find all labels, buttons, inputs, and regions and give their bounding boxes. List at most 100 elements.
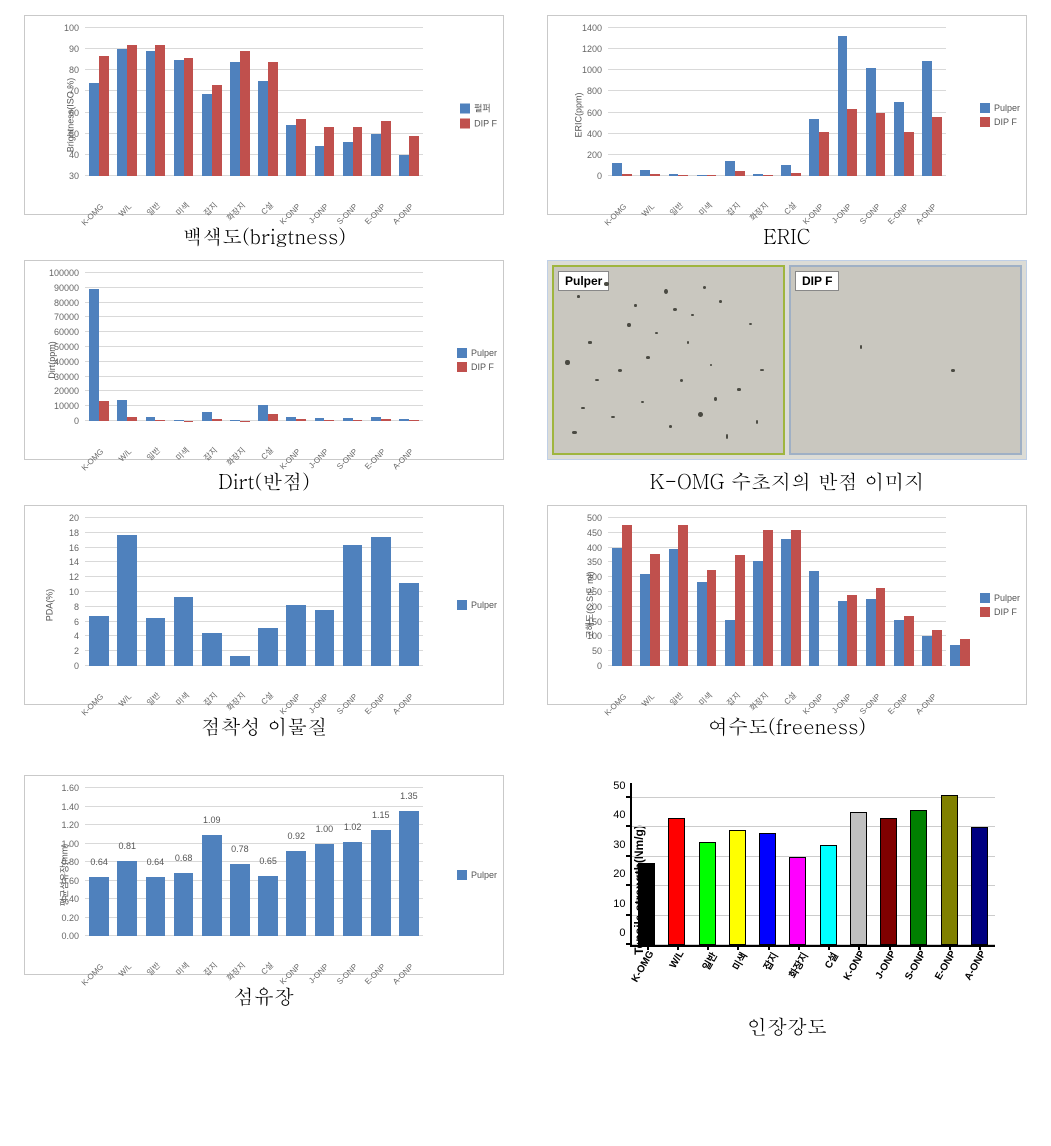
legend-item: DIP F <box>460 119 497 129</box>
bar <box>850 812 867 945</box>
x-tick: W/L <box>117 202 133 218</box>
x-tick: S-ONP <box>335 962 359 986</box>
bar <box>286 125 296 176</box>
x-tick: 화장지 <box>224 960 247 983</box>
x-tick: 화장지 <box>224 690 247 713</box>
bar <box>399 155 409 176</box>
bar <box>847 595 857 666</box>
x-tick: J-ONP <box>307 447 330 470</box>
bar <box>894 102 904 176</box>
x-tick: 일반 <box>145 445 163 463</box>
bar <box>117 400 127 421</box>
bar <box>904 132 914 176</box>
x-tick: A-ONP <box>963 949 989 982</box>
bar <box>146 877 166 936</box>
x-tick: K-ONP <box>801 202 825 226</box>
eric-cell: ERIC(ppm)0200400600800100012001400K-OMGW… <box>538 15 1036 250</box>
bar <box>640 574 650 666</box>
x-tick: S-ONP <box>335 447 359 471</box>
bar <box>202 412 212 421</box>
bar <box>89 289 99 421</box>
bar <box>146 417 156 421</box>
bar <box>343 418 353 421</box>
bar <box>725 620 735 666</box>
brightness-caption: 백색도(brigtness) <box>182 221 346 250</box>
legend-item: DIP F <box>980 117 1020 127</box>
x-tick: 잡지 <box>201 690 219 708</box>
bar <box>950 645 960 666</box>
legend-item: Pulper <box>457 870 497 880</box>
eric-caption: ERIC <box>763 221 811 250</box>
bar <box>258 81 268 176</box>
bar <box>759 833 776 945</box>
bar <box>904 616 914 666</box>
legend-item: Pulper <box>980 593 1020 603</box>
bar <box>932 630 942 666</box>
x-tick: W/L <box>117 447 133 463</box>
legend: Pulper <box>457 866 497 884</box>
pda-chart: PDA(%)02468101214161820K-OMGW/L일반미색잡지화장지… <box>24 505 504 705</box>
bar <box>240 51 250 176</box>
x-tick: J-ONP <box>830 202 853 225</box>
bar <box>838 36 848 176</box>
bar <box>99 401 109 421</box>
bar <box>343 545 363 666</box>
bar <box>409 420 419 421</box>
x-tick: 미색 <box>696 690 714 708</box>
bar <box>371 537 391 667</box>
komg-photo-box: Pulper DIP F <box>547 260 1027 460</box>
bar <box>127 45 137 176</box>
bar <box>324 420 334 421</box>
bar <box>876 588 886 666</box>
bar <box>174 420 184 421</box>
x-tick: C설 <box>820 949 841 971</box>
bar <box>315 146 325 176</box>
x-tick: S-ONP <box>903 949 928 982</box>
dipf-photo-label: DIP F <box>795 271 839 291</box>
x-tick: 잡지 <box>201 200 219 218</box>
bar <box>809 571 819 666</box>
x-tick: 미색 <box>173 200 191 218</box>
bar <box>371 417 381 421</box>
legend: PulperDIP F <box>980 589 1020 621</box>
legend-item: Pulper <box>980 103 1020 113</box>
freeness-caption: 여수도(freeness) <box>708 711 866 740</box>
x-tick: E-ONP <box>886 202 910 226</box>
x-tick: 미색 <box>173 445 191 463</box>
bar <box>230 420 240 421</box>
x-tick: E-ONP <box>363 692 387 716</box>
bar <box>791 530 801 666</box>
bar <box>146 51 156 176</box>
bar <box>99 56 109 177</box>
freeness-cell: 고해도(C.S.F, ml)05010015020025030035040045… <box>538 505 1036 740</box>
x-tick: 일반 <box>668 200 686 218</box>
x-tick: A-ONP <box>914 202 938 226</box>
bar <box>622 174 632 176</box>
bar <box>707 570 717 666</box>
x-tick: 일반 <box>145 960 163 978</box>
bar <box>789 857 806 945</box>
x-tick: K-OMG <box>80 202 106 228</box>
legend: PulperDIP F <box>457 344 497 376</box>
bar <box>612 163 622 176</box>
bar <box>876 113 886 176</box>
x-tick: E-ONP <box>363 447 387 471</box>
x-tick: 일반 <box>145 200 163 218</box>
bar <box>399 419 409 421</box>
bar <box>212 419 222 421</box>
bar <box>735 555 745 666</box>
bar <box>371 830 391 936</box>
tensile-caption: 인장강도 <box>747 1011 827 1040</box>
x-tick: S-ONP <box>858 202 882 226</box>
x-tick: A-ONP <box>391 202 415 226</box>
bar <box>343 842 363 936</box>
bar <box>230 864 250 936</box>
x-tick: W/L <box>117 962 133 978</box>
photo-cell: Pulper DIP F K-OMG 수초지의 반점 이미지 <box>538 260 1036 495</box>
x-tick: W/L <box>640 692 656 708</box>
legend: Pulper <box>457 596 497 614</box>
x-tick: C설 <box>259 445 276 462</box>
bar <box>399 583 419 666</box>
x-tick: A-ONP <box>391 447 415 471</box>
x-tick: A-ONP <box>391 962 415 986</box>
